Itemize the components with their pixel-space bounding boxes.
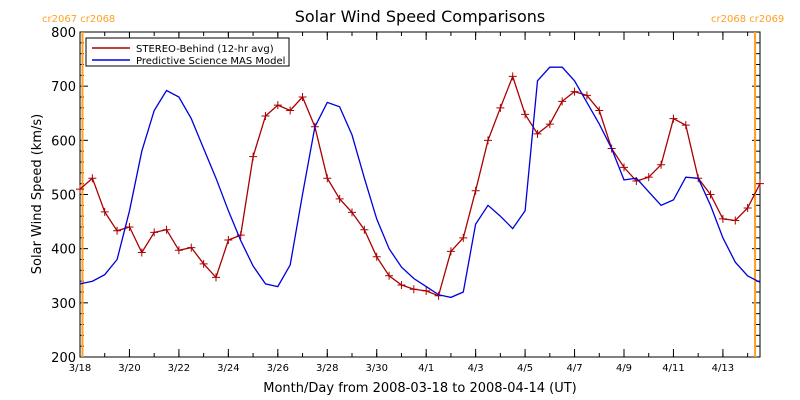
y-axis-label: Solar Wind Speed (km/s) [30,114,45,274]
x-tick-label: 3/30 [365,363,387,374]
legend-label-0: STEREO-Behind (12-hr avg) [136,44,274,55]
x-tick-label: 4/5 [517,363,533,374]
series-point-0 [422,286,431,295]
x-tick-label: 3/18 [69,363,91,374]
series-line-0 [79,74,761,297]
x-tick-label: 4/7 [566,363,582,374]
legend: STEREO-Behind (12-hr avg)Predictive Scie… [85,37,290,67]
x-tick-label: 3/22 [168,363,190,374]
y-tick-label: 500 [51,189,76,204]
series-point-0 [385,271,394,280]
series-point-0 [88,174,97,183]
series-point-0 [545,120,554,129]
y-tick-label: 400 [51,243,76,258]
plot-frame [79,31,761,358]
series-point-0 [273,101,282,110]
y-tick-label: 600 [51,134,76,149]
x-tick-label: 4/1 [418,363,434,374]
series-point-0 [323,174,332,183]
series-point-0 [706,190,715,199]
carrington-marker-label: cr2068 cr2069 [711,14,784,25]
series-point-0 [409,285,418,294]
series-point-0 [496,103,505,112]
series-point-0 [521,110,530,119]
y-tick-label: 300 [51,297,76,312]
series-point-0 [286,106,295,115]
series-point-0 [224,236,233,244]
series-point-0 [595,106,604,115]
series-point-0 [570,87,579,96]
plot-area: 200 300 400 500 600 700 800 3/18 3/20 3/22 3/24 3/2… [42,14,784,374]
series-point-0 [113,226,122,235]
series-point-0 [397,280,406,289]
series-point-0 [533,129,542,138]
series-point-0 [212,273,220,282]
series-point-0 [187,243,196,252]
x-tick-label: 4/3 [468,363,484,374]
series-point-0 [360,225,369,234]
series-point-0 [508,72,517,81]
series-point-0 [261,111,270,120]
series-point-0 [620,163,628,172]
chart-title: Solar Wind Speed Comparisons [295,7,546,26]
x-axis-label: Month/Day from 2008-03-18 to 2008-04-14 … [263,381,576,396]
y-tick-label: 800 [51,26,76,41]
series-point-0 [162,225,171,234]
series-line-1 [79,66,761,299]
series-point-0 [249,152,258,161]
series-point-0 [484,136,492,145]
series-point-0 [718,214,727,223]
x-tick-label: 3/20 [118,363,140,374]
series-point-0 [372,252,381,261]
series-point-0 [446,247,455,256]
series-point-0 [657,160,666,169]
series-point-0 [298,93,307,101]
series-point-0 [137,248,146,257]
series-point-0 [756,179,764,188]
series-point-0 [459,233,468,242]
series-point-0 [669,114,678,123]
series-point-0 [471,186,480,195]
y-tick-label: 200 [51,351,76,366]
x-tick-label: 4/13 [712,363,734,374]
series-point-0 [743,204,752,213]
series-point-0 [150,228,159,237]
series-point-0 [174,246,183,255]
series-point-0 [644,173,653,182]
series-point-0 [558,97,567,106]
legend-label-1: Predictive Science MAS Model [136,56,285,67]
series-point-0 [335,194,344,203]
series-point-0 [681,121,690,130]
series-point-0 [76,185,84,194]
x-tick-label: 4/9 [616,363,632,374]
carrington-marker-label: cr2067 cr2068 [42,14,115,25]
series-point-0 [582,91,591,100]
series-point-0 [348,208,356,217]
y-tick-label: 700 [51,80,76,95]
series-point-0 [100,207,109,216]
x-tick-label: 3/26 [267,363,289,374]
x-tick-label: 4/11 [662,363,684,374]
legend-box [85,37,290,67]
x-tick-label: 3/24 [217,363,239,374]
series-point-0 [125,223,134,231]
series-point-0 [199,259,208,268]
x-tick-label: 3/28 [316,363,338,374]
series-point-0 [731,216,740,225]
